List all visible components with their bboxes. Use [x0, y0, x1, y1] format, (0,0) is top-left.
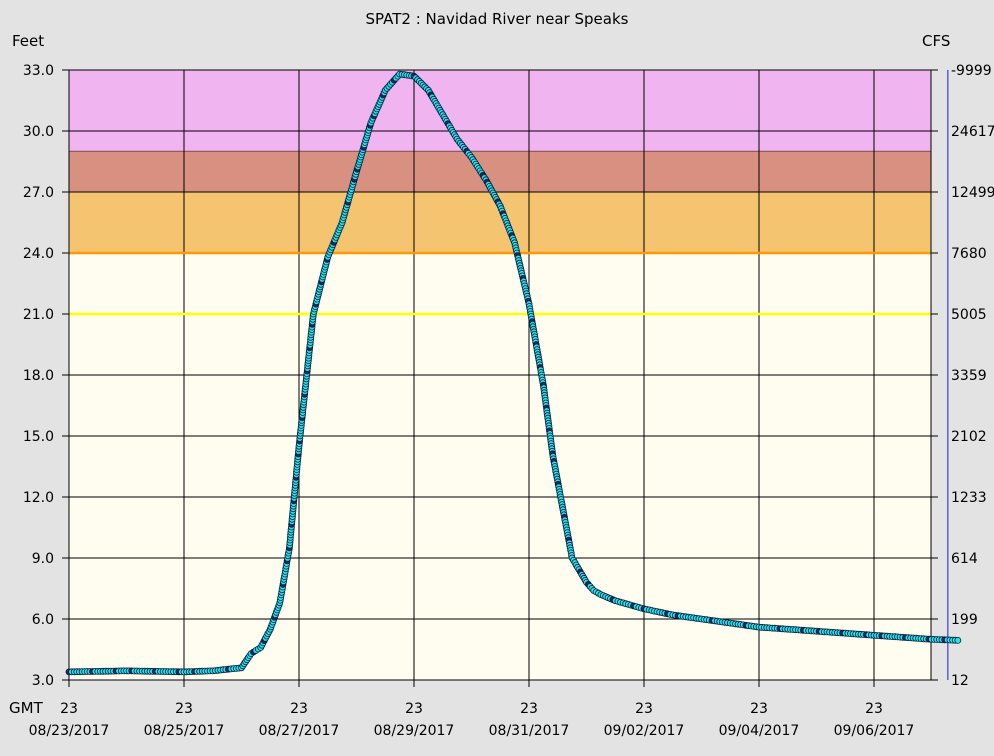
- cfs-tick-label: 2102: [951, 429, 987, 445]
- cfs-tick-label: 7680: [951, 246, 987, 262]
- cfs-tick-label: 614: [951, 551, 978, 567]
- y-tick-label: 21.0: [23, 307, 54, 323]
- x-tick-date-label: 08/31/2017: [489, 723, 570, 739]
- x-tick-hour-label: 23: [635, 701, 653, 717]
- stage-points: [65, 70, 962, 676]
- band-major: [69, 70, 931, 152]
- x-tick-date-label: 09/04/2017: [719, 723, 800, 739]
- y-tick-label: 24.0: [23, 246, 54, 262]
- x-tick-hour-label: 23: [60, 701, 78, 717]
- left-axis-ticks: 33.0 30.0 27.0 24.0 21.0 18.0 15.0 12.0 9.0 6.0 3.…: [23, 63, 54, 689]
- x-tick-hour-label: 23: [750, 701, 768, 717]
- left-axis-label: Feet: [12, 32, 44, 50]
- cfs-tick-label: 12499: [951, 185, 994, 201]
- stage-series: [65, 70, 962, 676]
- band-normal: [69, 253, 931, 680]
- flood-category-bands: [69, 70, 931, 680]
- cfs-tick-label: 24617: [951, 124, 994, 140]
- gmt-label: GMT: [9, 699, 44, 717]
- y-tick-label: 33.0: [23, 63, 54, 79]
- cfs-tick-label: 1233: [951, 490, 987, 506]
- data-point: [954, 636, 962, 644]
- threshold-lines: [69, 251, 931, 316]
- y-tick-label: 27.0: [23, 185, 54, 201]
- chart-title: SPAT2 : Navidad River near Speaks: [366, 10, 629, 28]
- cfs-tick-label: 5005: [951, 307, 987, 323]
- y-tick-label: 6.0: [32, 612, 54, 628]
- right-axis-label: CFS: [922, 32, 950, 50]
- band-moderate: [69, 151, 931, 192]
- cfs-tick-label: 199: [951, 612, 978, 628]
- plot-frame: [68, 69, 932, 681]
- y-tick-label: 15.0: [23, 429, 54, 445]
- y-tick-label: 12.0: [23, 490, 54, 506]
- cfs-tick-label: -9999: [951, 63, 992, 79]
- right-axis-ticks: -9999 24617 12499 7680 5005 3359 2102 1233 614 19…: [951, 63, 994, 689]
- x-tick-hour-label: 23: [865, 701, 883, 717]
- x-tick-hour-label: 23: [175, 701, 193, 717]
- x-tick-date-label: 08/25/2017: [144, 723, 225, 739]
- x-axis-ticks: 23 08/23/2017 23 08/25/2017 23 08/27/2017 23 08…: [29, 701, 915, 739]
- y-tick-label: 3.0: [32, 673, 54, 689]
- x-tick-date-label: 08/23/2017: [29, 723, 110, 739]
- x-tick-date-label: 08/29/2017: [374, 723, 455, 739]
- x-tick-hour-label: 23: [405, 701, 423, 717]
- x-tick-date-label: 09/06/2017: [834, 723, 915, 739]
- x-tick-date-label: 09/02/2017: [604, 723, 685, 739]
- x-tick-hour-label: 23: [290, 701, 308, 717]
- cfs-tick-label: 3359: [951, 368, 987, 384]
- x-tick-date-label: 08/27/2017: [259, 723, 340, 739]
- cfs-tick-label: 12: [951, 673, 969, 689]
- y-tick-label: 9.0: [32, 551, 54, 567]
- y-tick-label: 18.0: [23, 368, 54, 384]
- x-tick-hour-label: 23: [520, 701, 538, 717]
- y-tick-label: 30.0: [23, 124, 54, 140]
